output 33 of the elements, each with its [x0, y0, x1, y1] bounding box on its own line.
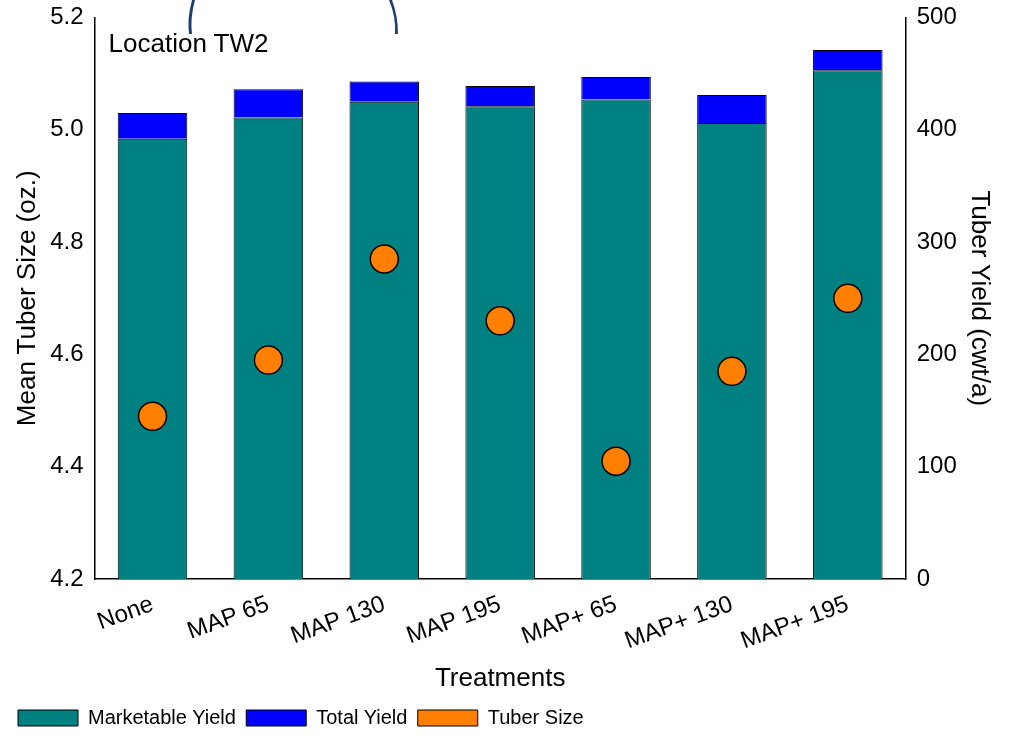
y-tick-label: 5.0	[50, 114, 84, 142]
x-tick-label: MAP+ 195	[736, 589, 852, 654]
annotation: Location TW2	[108, 27, 269, 58]
x-tick-label: MAP 65	[183, 589, 273, 644]
point	[833, 283, 863, 314]
point	[601, 446, 631, 476]
y2-axis-title: Tuber Yield (cwt/a)	[966, 190, 997, 407]
y-axis-title: Mean Tuber Size (oz.)	[10, 170, 41, 427]
point	[137, 401, 168, 432]
y2-tick-label: 200	[916, 339, 957, 367]
y-tick-label: 4.2	[50, 563, 84, 591]
x-tick-label: None	[93, 589, 157, 635]
y-tick-label: 5.2	[50, 2, 84, 30]
y2-tick-label: 300	[916, 226, 957, 254]
legend-label: Total Yield	[316, 705, 408, 728]
x-axis-title: Treatments	[434, 661, 566, 692]
point	[253, 345, 284, 375]
x-tick-label: MAP+ 130	[620, 589, 736, 654]
y2-tick-label: 400	[916, 114, 957, 142]
x-tick-label: MAP 195	[402, 589, 505, 649]
y-tick-label: 4.4	[50, 451, 84, 479]
point	[717, 356, 747, 387]
legend-label: Tuber Size	[487, 705, 584, 728]
y-tick-label: 4.6	[50, 339, 84, 367]
y-tick-label: 4.8	[50, 226, 84, 254]
point	[485, 306, 515, 336]
x-tick-label: MAP+ 65	[517, 589, 621, 649]
y2-tick-label: 500	[916, 2, 957, 30]
y2-tick-label: 100	[916, 451, 957, 479]
y2-tick-label: 0	[916, 563, 931, 591]
legend-label: Marketable Yield	[88, 705, 236, 728]
point	[369, 244, 400, 274]
x-tick-label: MAP 130	[286, 589, 389, 649]
